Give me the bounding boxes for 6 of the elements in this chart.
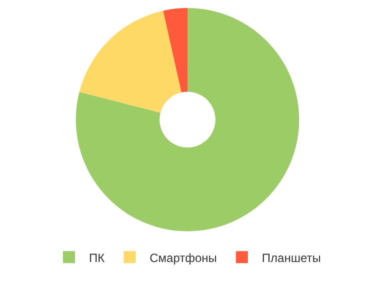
legend-label: ПК [89, 250, 105, 265]
legend-label: Планшеты [262, 250, 321, 265]
donut-slice [79, 10, 182, 113]
legend-label: Смартфоны [150, 250, 217, 265]
donut-slice [163, 8, 188, 92]
donut-slice [76, 8, 300, 232]
